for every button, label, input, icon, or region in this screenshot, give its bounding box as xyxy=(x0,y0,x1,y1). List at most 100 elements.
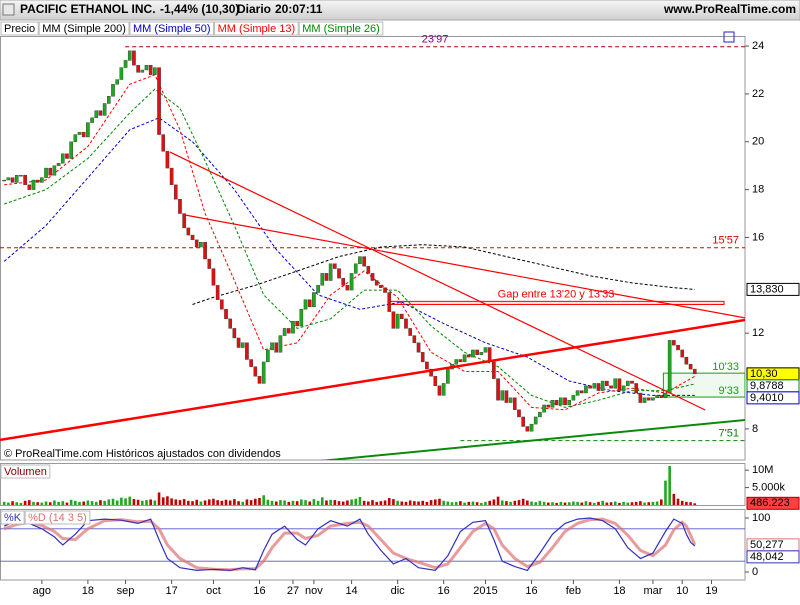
candle xyxy=(144,64,149,71)
candle xyxy=(328,263,333,281)
volume-bar xyxy=(350,499,353,505)
volume-bar xyxy=(57,501,60,505)
candle xyxy=(140,69,145,73)
volume-bar xyxy=(572,501,575,505)
volume-bar xyxy=(450,502,454,505)
candle xyxy=(94,110,99,119)
volume-bar xyxy=(371,500,374,505)
volume-bar xyxy=(689,502,692,505)
volume-bar xyxy=(304,500,307,505)
volume-bar xyxy=(576,501,579,505)
candle xyxy=(688,364,693,370)
candle xyxy=(266,349,270,363)
volume-bar xyxy=(337,501,341,505)
x-tick-label: feb xyxy=(566,585,581,597)
volume-bar xyxy=(559,501,563,505)
x-tick-label: 16 xyxy=(253,585,265,597)
x-tick-label: 16 xyxy=(525,585,537,597)
volume-bar xyxy=(124,498,127,505)
volume-bar xyxy=(400,501,404,505)
candle xyxy=(630,380,634,384)
panel-button[interactable] xyxy=(723,31,735,43)
candle xyxy=(274,342,279,353)
volume-bar xyxy=(2,501,6,505)
y-tick-label: 20 xyxy=(752,136,764,148)
volume-bar xyxy=(685,501,688,505)
candle xyxy=(23,175,27,186)
candle xyxy=(228,318,232,329)
oscillator-plot xyxy=(0,517,745,572)
candle xyxy=(203,242,207,260)
volume-bar xyxy=(23,500,27,505)
candle xyxy=(642,397,647,403)
volume-bar xyxy=(517,500,521,505)
y-tick-label: 12 xyxy=(752,327,764,339)
candle xyxy=(659,395,664,398)
volume-bar xyxy=(676,498,680,505)
price-plot: 10'33 9'33 Gap entre 13'20 y 13'33 xyxy=(0,46,745,460)
candle xyxy=(370,273,375,281)
candle xyxy=(278,335,283,353)
volume-bar xyxy=(488,500,491,505)
volume-bar xyxy=(99,500,102,505)
candle xyxy=(190,234,195,241)
volume-bar xyxy=(408,500,412,505)
candle xyxy=(651,397,655,401)
candle xyxy=(479,352,484,355)
level-label: 7'51 xyxy=(719,428,739,440)
volume-bar xyxy=(421,500,425,505)
candle xyxy=(437,385,442,396)
candle xyxy=(584,385,588,394)
volume-bar xyxy=(86,500,90,505)
candle xyxy=(353,263,358,274)
x-tick-label: oct xyxy=(206,585,221,597)
volume-bar xyxy=(279,500,282,505)
candle xyxy=(107,96,111,104)
candle xyxy=(115,79,119,85)
volume-bar xyxy=(103,500,106,505)
candle xyxy=(600,380,605,391)
volume-bar xyxy=(605,502,609,505)
candle xyxy=(362,256,366,267)
candle xyxy=(399,313,404,320)
y-tick-label: 18 xyxy=(752,184,764,196)
candle xyxy=(379,285,383,288)
volume-bar xyxy=(647,502,651,505)
candle xyxy=(270,342,274,351)
candle xyxy=(605,380,609,387)
volume-bar xyxy=(44,501,48,505)
zone-label: 9'33 xyxy=(719,385,739,397)
candle xyxy=(550,399,555,408)
value-badge-label: 13,830 xyxy=(750,283,784,295)
candle xyxy=(575,390,580,396)
x-tick-label: 16 xyxy=(438,585,450,597)
candle xyxy=(19,175,23,177)
legend-label: MM (Simple 200) xyxy=(42,23,126,35)
candle xyxy=(366,265,371,274)
candle xyxy=(538,411,542,418)
candle xyxy=(508,397,513,403)
value-badge-label: 9,4010 xyxy=(750,392,784,404)
candle xyxy=(412,335,417,343)
volume-bar xyxy=(480,502,483,505)
value-badge xyxy=(746,496,800,510)
y-tick-label: 22 xyxy=(752,88,764,100)
value-badge-label: 486.223 xyxy=(750,497,790,509)
x-tick-label: 18 xyxy=(82,585,94,597)
volume-bar xyxy=(161,497,165,505)
candle xyxy=(111,84,115,97)
window-icon[interactable] xyxy=(2,3,15,16)
candle xyxy=(634,383,638,394)
legend-label: Precio xyxy=(4,23,35,35)
volume-bar xyxy=(496,496,500,505)
volume-bar xyxy=(291,500,295,505)
candle xyxy=(10,177,15,183)
candle xyxy=(391,311,396,329)
candle xyxy=(546,404,551,408)
x-tick-label: sep xyxy=(117,585,135,597)
legend-label: Volumen xyxy=(4,466,47,478)
volume-bar xyxy=(174,499,178,505)
period: Diario xyxy=(237,2,271,16)
candle xyxy=(383,287,387,293)
candle xyxy=(245,342,249,360)
